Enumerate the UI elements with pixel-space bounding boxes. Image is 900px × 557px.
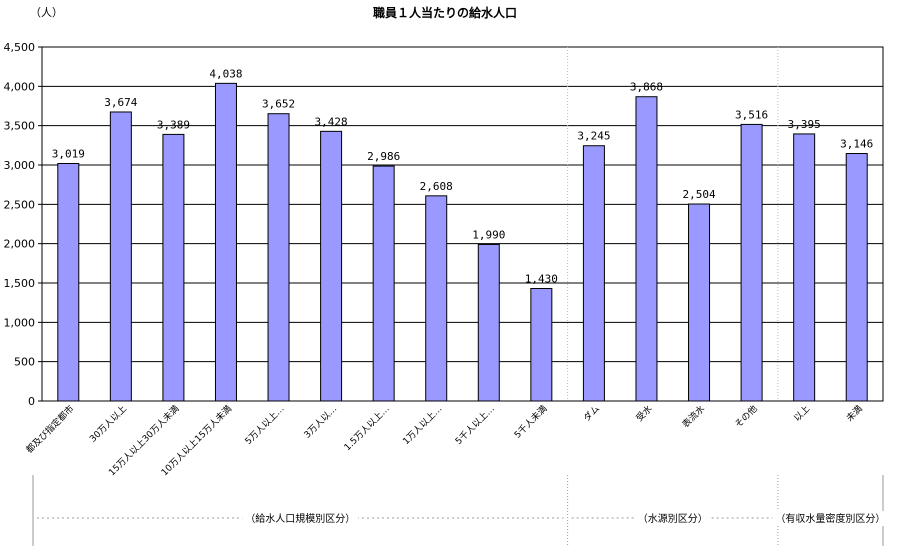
bar bbox=[57, 163, 80, 402]
category-label: 未満 bbox=[844, 403, 865, 424]
data-label: 3,395 bbox=[788, 118, 821, 131]
y-tick-label: 0 bbox=[28, 395, 35, 408]
group-label-bg bbox=[634, 511, 711, 526]
bar bbox=[845, 153, 868, 402]
category-label: 30万人以上 bbox=[88, 403, 129, 444]
bar bbox=[635, 96, 658, 402]
data-label: 3,019 bbox=[52, 148, 85, 161]
data-label: 3,516 bbox=[735, 108, 768, 121]
bar bbox=[425, 195, 448, 402]
data-label: 2,608 bbox=[420, 180, 453, 193]
data-label: 3,652 bbox=[262, 98, 295, 111]
bar bbox=[740, 123, 763, 402]
data-label: 4,038 bbox=[209, 67, 242, 80]
data-label: 3,389 bbox=[157, 118, 190, 131]
y-tick-label: 500 bbox=[14, 356, 35, 369]
y-tick-label: 4,000 bbox=[4, 80, 36, 93]
y-tick-label: 2,500 bbox=[4, 198, 36, 211]
category-label: 5千人未満 bbox=[511, 403, 549, 441]
category-label: 5千人以上… bbox=[453, 403, 497, 447]
y-tick-label: 2,000 bbox=[4, 238, 36, 251]
y-tick-label: 1,500 bbox=[4, 277, 36, 290]
bar bbox=[162, 133, 185, 402]
bar bbox=[793, 133, 816, 402]
group-label: （水源別区分） bbox=[638, 512, 708, 525]
chart-title: 職員１人当たりの給水人口 bbox=[373, 5, 517, 20]
bar bbox=[582, 145, 605, 402]
group-label: （給水人口規模別区分） bbox=[245, 512, 355, 525]
data-label: 1,990 bbox=[472, 228, 505, 241]
category-label: 以上 bbox=[792, 403, 813, 424]
bar bbox=[530, 288, 553, 402]
category-label: その他 bbox=[732, 403, 760, 431]
category-label: ダム bbox=[581, 403, 602, 424]
group-label-bg bbox=[242, 511, 359, 526]
bar bbox=[109, 111, 132, 402]
y-tick-label: 1,000 bbox=[4, 316, 36, 329]
category-label: 表流水 bbox=[680, 403, 708, 431]
data-label: 2,986 bbox=[367, 150, 400, 163]
data-label: 3,674 bbox=[104, 96, 137, 109]
bar bbox=[267, 113, 290, 402]
y-tick-label: 4,500 bbox=[4, 41, 36, 54]
bar bbox=[372, 165, 395, 402]
group-label-bg bbox=[772, 511, 889, 526]
category-label: 受水 bbox=[633, 403, 654, 424]
y-tick-label: 3,500 bbox=[4, 120, 36, 133]
plot-frame bbox=[41, 46, 884, 402]
category-label: 3万人以… bbox=[302, 403, 339, 440]
bar bbox=[214, 82, 237, 402]
data-label: 3,868 bbox=[630, 81, 663, 94]
data-label: 3,245 bbox=[577, 130, 610, 143]
category-label: 1万人以上… bbox=[401, 403, 445, 447]
category-label: 都及び指定都市 bbox=[23, 403, 76, 456]
category-label: 5万人以上… bbox=[243, 403, 287, 447]
bar bbox=[688, 203, 711, 402]
data-label: 3,428 bbox=[315, 115, 348, 128]
bar bbox=[320, 130, 343, 402]
data-label: 1,430 bbox=[525, 273, 558, 286]
data-label: 3,146 bbox=[840, 138, 873, 151]
category-label: 1.5万人以上… bbox=[342, 403, 392, 453]
y-unit-label: （人） bbox=[30, 6, 63, 19]
group-label: （有収水量密度別区分） bbox=[775, 512, 885, 525]
bar bbox=[477, 243, 500, 402]
data-label: 2,504 bbox=[682, 188, 715, 201]
y-tick-label: 3,000 bbox=[4, 159, 36, 172]
